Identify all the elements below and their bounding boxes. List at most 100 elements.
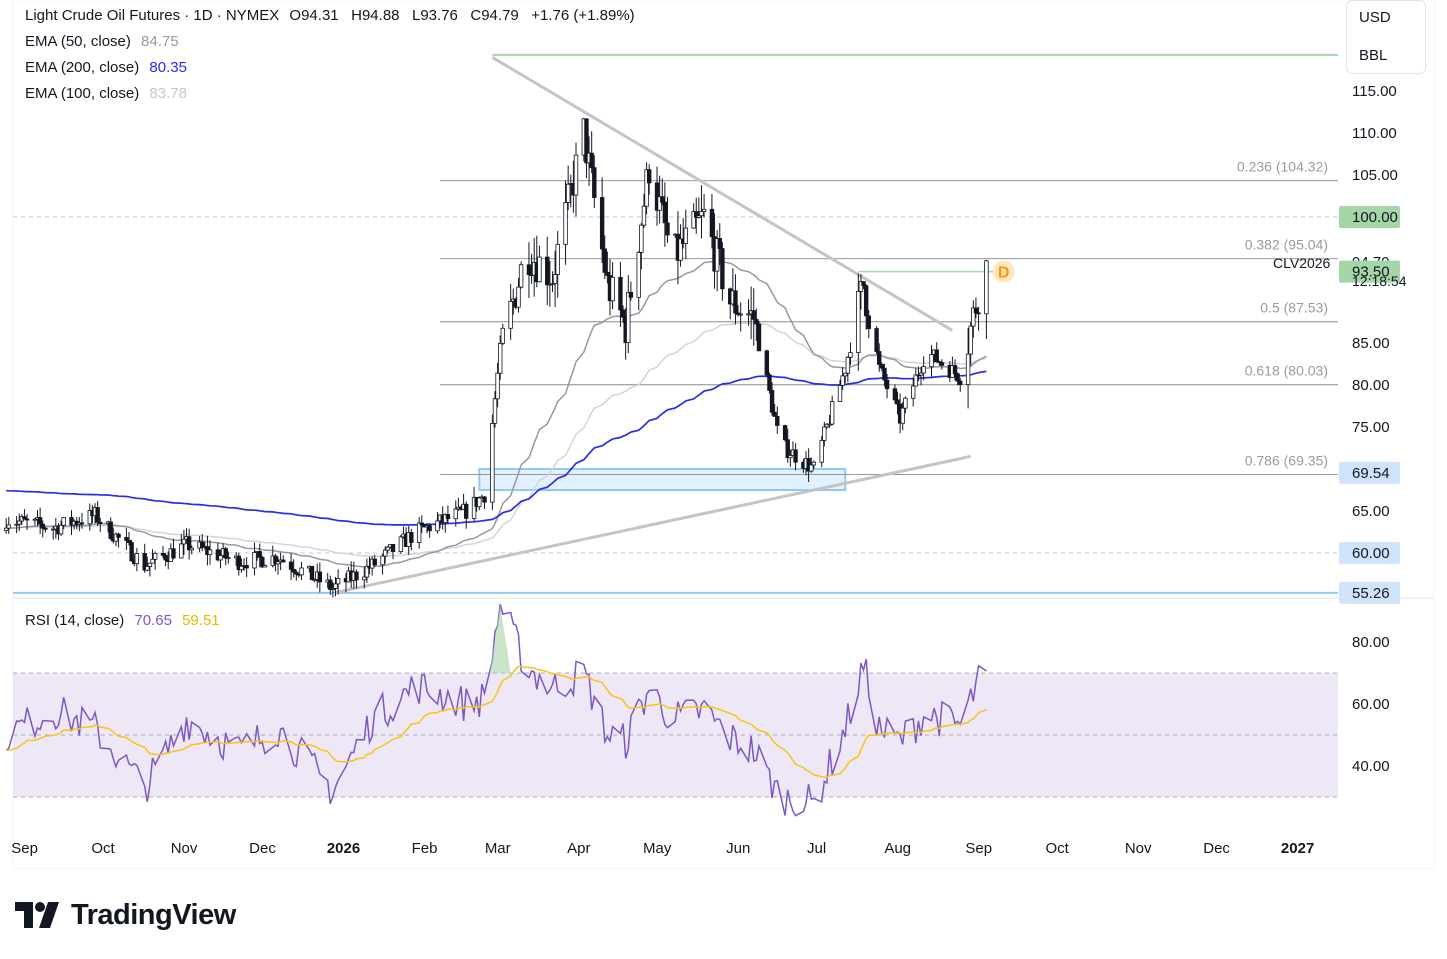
candle[interactable] [772, 411, 777, 417]
candle[interactable] [937, 361, 942, 364]
candle[interactable] [756, 323, 762, 352]
candle[interactable] [843, 372, 848, 377]
candle[interactable] [639, 224, 644, 253]
candle[interactable] [683, 227, 688, 244]
candle[interactable] [160, 552, 166, 556]
candle[interactable] [976, 312, 981, 315]
candle[interactable] [17, 520, 22, 525]
candle[interactable] [129, 542, 134, 562]
candle[interactable] [416, 522, 422, 543]
trendline[interactable] [491, 56, 954, 332]
candle[interactable] [244, 565, 249, 569]
candle[interactable] [51, 528, 56, 531]
candle[interactable] [335, 578, 341, 585]
candle[interactable] [971, 307, 976, 327]
candle[interactable] [427, 525, 432, 532]
candle[interactable] [696, 215, 702, 218]
candle[interactable] [252, 552, 257, 569]
candle[interactable] [754, 319, 759, 325]
candle[interactable] [733, 290, 738, 314]
candle[interactable] [840, 375, 845, 386]
candle[interactable] [701, 208, 707, 213]
candle[interactable] [858, 281, 864, 292]
candle[interactable] [124, 537, 129, 541]
candle[interactable] [464, 503, 469, 519]
candle[interactable] [98, 521, 103, 524]
candle[interactable] [309, 565, 315, 581]
candle[interactable] [364, 565, 370, 578]
candle[interactable] [445, 514, 451, 520]
candle[interactable] [477, 497, 482, 508]
candle[interactable] [618, 276, 623, 311]
candle[interactable] [965, 353, 971, 385]
candle[interactable] [848, 352, 853, 358]
candle[interactable] [275, 561, 281, 565]
candle[interactable] [589, 152, 594, 169]
candle[interactable] [691, 211, 696, 229]
candle[interactable] [550, 283, 555, 286]
candle[interactable] [811, 461, 817, 466]
candle[interactable] [482, 496, 487, 503]
candle[interactable] [294, 571, 299, 575]
candle[interactable] [87, 510, 93, 525]
candle[interactable] [145, 566, 150, 571]
candle[interactable] [599, 197, 605, 250]
candle[interactable] [968, 325, 973, 355]
candle[interactable] [490, 422, 495, 503]
candle[interactable] [179, 543, 184, 559]
candle[interactable] [767, 374, 772, 391]
candle[interactable] [827, 423, 832, 426]
candle[interactable] [884, 379, 890, 390]
candle[interactable] [6, 524, 11, 529]
candle[interactable] [142, 553, 147, 571]
candle[interactable] [354, 571, 359, 581]
candle[interactable] [785, 439, 790, 459]
candle[interactable] [662, 201, 668, 224]
candle[interactable] [714, 238, 720, 272]
candle[interactable] [764, 350, 770, 376]
candle[interactable] [934, 349, 939, 362]
candle[interactable] [879, 364, 885, 369]
candle[interactable] [720, 248, 725, 290]
candle[interactable] [22, 516, 27, 520]
candle[interactable] [492, 398, 498, 424]
candle[interactable] [516, 286, 521, 308]
candle[interactable] [775, 416, 780, 426]
candle[interactable] [678, 238, 683, 261]
candle[interactable] [746, 313, 751, 316]
candle[interactable] [537, 256, 542, 283]
candle[interactable] [382, 549, 388, 557]
candle[interactable] [37, 517, 43, 525]
candle[interactable] [134, 553, 140, 565]
candle[interactable] [958, 380, 963, 385]
rsi-legend[interactable]: RSI (14, close) 70.65 59.51 [25, 612, 220, 630]
candle[interactable] [299, 567, 304, 576]
candle[interactable] [973, 307, 979, 314]
candle[interactable] [895, 399, 900, 405]
candle[interactable] [333, 583, 338, 589]
rsi-ma-line[interactable] [6, 665, 987, 779]
candle[interactable] [644, 169, 649, 207]
candle[interactable] [61, 517, 66, 526]
candle[interactable] [518, 264, 524, 288]
candle[interactable] [657, 196, 662, 211]
candle[interactable] [545, 256, 550, 286]
candle[interactable] [171, 548, 176, 559]
candle[interactable] [471, 496, 477, 519]
candle[interactable] [903, 397, 908, 409]
candle[interactable] [186, 536, 192, 551]
candle[interactable] [79, 522, 85, 525]
candle[interactable] [900, 407, 905, 424]
candle[interactable] [819, 439, 824, 463]
candle[interactable] [636, 251, 641, 298]
candle[interactable] [218, 555, 223, 561]
candle[interactable] [116, 533, 121, 538]
currency-label[interactable]: USD [1359, 9, 1391, 26]
candle[interactable] [837, 384, 843, 402]
candle[interactable] [526, 264, 532, 275]
candle[interactable] [257, 551, 262, 558]
ema100-line[interactable] [6, 321, 987, 558]
candle[interactable] [793, 449, 798, 463]
candle[interactable] [497, 342, 503, 374]
